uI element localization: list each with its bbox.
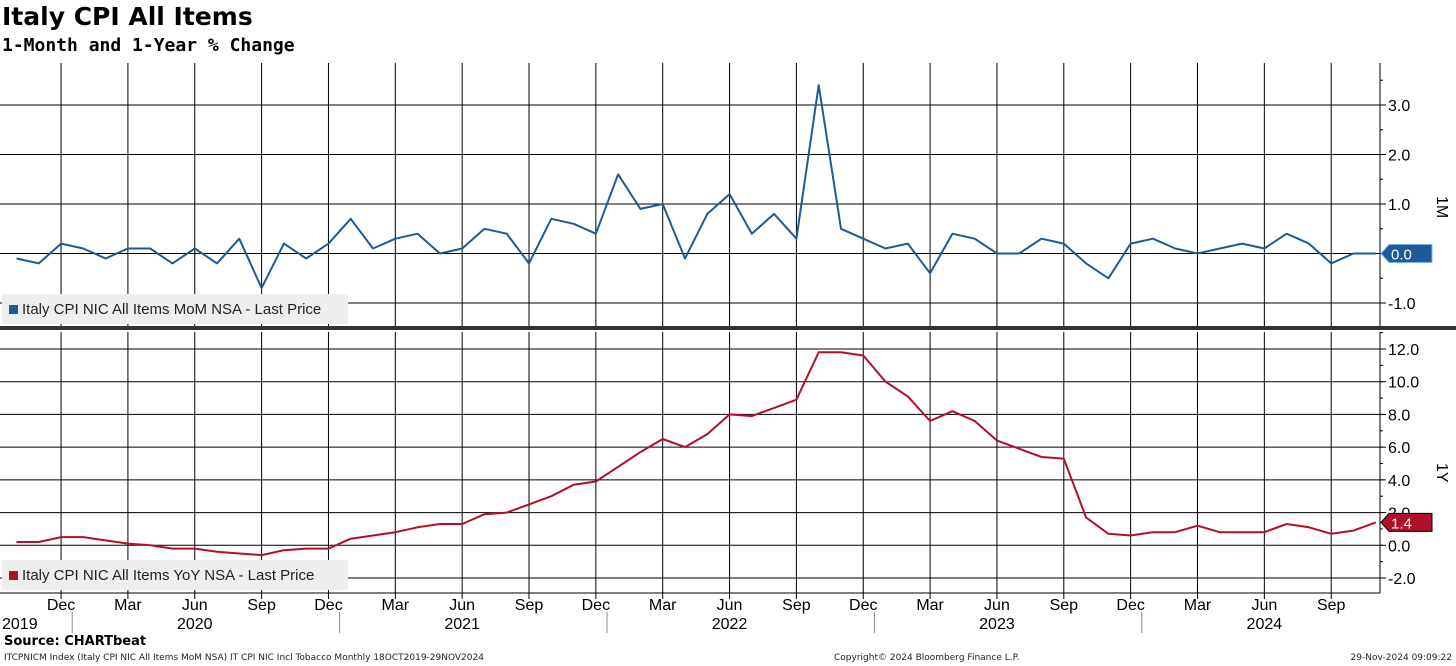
x-tick-label: Mar — [916, 597, 944, 614]
chart-subtitle: 1-Month and 1-Year % Change — [2, 35, 295, 56]
chart-title: Italy CPI All Items — [2, 2, 253, 31]
footer-timestamp: 29-Nov-2024 09:09:22 — [1350, 653, 1452, 663]
y-tick-label: 1.0 — [1388, 197, 1410, 214]
last-value-marker: 1.4 — [1380, 512, 1433, 532]
y-tick-label: -2.0 — [1388, 571, 1416, 588]
footer-index-info: ITCPNICM Index (Italy CPI NIC All Items … — [4, 653, 484, 663]
x-tick-label: Dec — [47, 597, 75, 614]
x-year-label: 2019 — [2, 616, 38, 633]
x-tick-label: Mar — [649, 597, 677, 614]
legend-swatch — [9, 571, 18, 580]
legend-swatch — [9, 305, 18, 314]
last-value-box — [1380, 244, 1433, 263]
x-year-label: 2023 — [979, 616, 1015, 633]
x-tick-label: Sep — [247, 597, 276, 614]
x-tick-label: Jun — [449, 597, 475, 614]
y-tick-label: 10.0 — [1388, 375, 1419, 392]
x-tick-label: Jun — [717, 597, 743, 614]
x-tick-label: Sep — [1050, 597, 1079, 614]
y-tick-label: 3.0 — [1388, 98, 1410, 115]
legend-label: Italy CPI NIC All Items MoM NSA - Last P… — [22, 301, 321, 318]
y-tick-label: 0.0 — [1388, 538, 1410, 555]
y-tick-label: -1.0 — [1388, 296, 1416, 313]
last-value-label: 0.0 — [1391, 247, 1412, 264]
x-tick-label: Sep — [782, 597, 811, 614]
y-tick-label: 8.0 — [1388, 407, 1410, 424]
x-tick-label: Dec — [849, 597, 877, 614]
panel-separator — [0, 326, 1456, 330]
x-tick-label: Dec — [582, 597, 610, 614]
last-value-box — [1380, 512, 1433, 532]
x-year-label: 2024 — [1247, 616, 1283, 633]
x-tick-label: Jun — [984, 597, 1010, 614]
y-tick-label: 12.0 — [1388, 342, 1419, 359]
x-year-label: 2022 — [712, 616, 748, 633]
x-tick-label: Jun — [182, 597, 208, 614]
x-tick-label: Mar — [382, 597, 410, 614]
x-year-label: 2021 — [444, 616, 480, 633]
y-tick-label: 4.0 — [1388, 473, 1410, 490]
source-label: Source: CHARTbeat — [4, 634, 147, 649]
legend-background — [2, 560, 348, 590]
x-tick-label: Mar — [114, 597, 142, 614]
legend-label: Italy CPI NIC All Items YoY NSA - Last P… — [22, 567, 314, 584]
x-tick-label: Sep — [1317, 597, 1346, 614]
mom-series-line — [16, 84, 1376, 290]
x-tick-label: Jun — [1251, 597, 1277, 614]
y-tick-label: 6.0 — [1388, 440, 1410, 457]
x-tick-label: Dec — [1116, 597, 1144, 614]
legend: Italy CPI NIC All Items MoM NSA - Last P… — [2, 294, 348, 324]
legend: Italy CPI NIC All Items YoY NSA - Last P… — [2, 560, 348, 590]
x-tick-label: Dec — [314, 597, 342, 614]
x-tick-label: Mar — [1184, 597, 1212, 614]
yoy-series-line — [16, 351, 1377, 557]
x-tick-label: Sep — [515, 597, 544, 614]
panel-label: 1M — [1433, 196, 1450, 218]
last-value-marker: 0.0 — [1380, 244, 1433, 264]
panel-label: 1Y — [1433, 463, 1450, 483]
last-value-label: 1.4 — [1391, 515, 1412, 532]
y-tick-label: 2.0 — [1388, 148, 1410, 165]
x-year-label: 2020 — [177, 616, 213, 633]
footer-copyright: Copyright© 2024 Bloomberg Finance L.P. — [834, 653, 1020, 663]
legend-background — [2, 294, 348, 324]
